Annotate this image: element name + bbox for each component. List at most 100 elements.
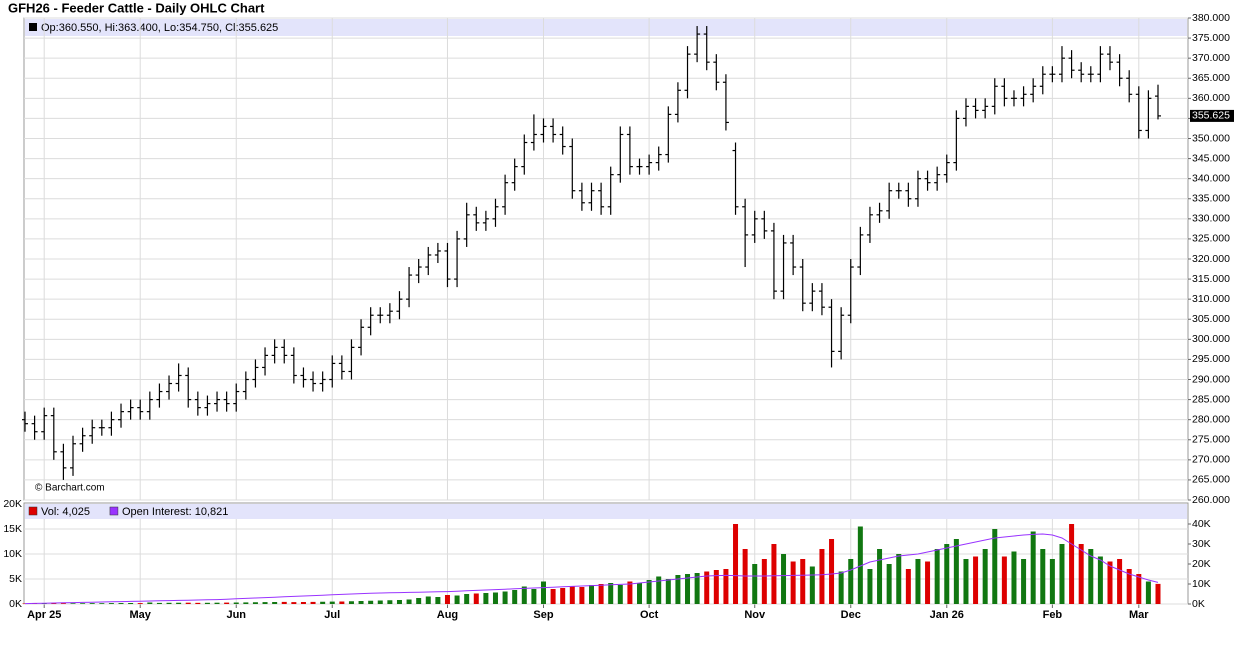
y-tick-label: 350.000 [1192, 132, 1230, 144]
marks [22, 26, 1234, 605]
volume-bar [262, 602, 268, 604]
y-tick-label: 270.000 [1192, 454, 1230, 466]
volume-bar [406, 599, 412, 604]
last-price-box [1190, 109, 1234, 122]
volume-bar [80, 603, 86, 604]
volume-bar [540, 581, 546, 604]
y-tick-label: 10K [3, 548, 22, 560]
volume-bar [723, 569, 729, 604]
x-tick-label: Feb [1043, 609, 1063, 621]
volume-bar [243, 602, 249, 604]
volume-bar [454, 595, 460, 604]
y-tick-label: 310.000 [1192, 293, 1230, 305]
y-tick-label: 360.000 [1192, 92, 1230, 104]
volume-bar [339, 601, 345, 604]
volume-bar [1049, 559, 1055, 604]
volume-bar [368, 600, 374, 604]
volume-bar [425, 596, 431, 604]
volume-bar [195, 602, 201, 604]
labels: 260.000 265.000 270.000 275.000 280.000 285.0… [3, 12, 1230, 621]
volume-bar [579, 587, 585, 604]
volume-bar [1145, 581, 1151, 604]
x-tick-label: Dec [841, 609, 861, 621]
volume-bar [857, 526, 863, 604]
volume-bar [646, 580, 652, 604]
price-header: Op:360.550, Hi:363.400, Lo:354.750, Cl:3… [41, 22, 278, 34]
volume-bar [156, 602, 162, 604]
volume-bar [329, 601, 335, 604]
volume-bar [531, 589, 537, 604]
volume-bar [214, 602, 220, 604]
volume-bar [781, 554, 787, 604]
y-tick-label: 330.000 [1192, 213, 1230, 225]
x-tick-label: Oct [640, 609, 659, 621]
x-tick-label: Aug [437, 609, 458, 621]
volume-bar [1117, 559, 1123, 604]
volume-bar [473, 593, 479, 604]
volume-bar [99, 603, 105, 604]
volume-bar [320, 601, 326, 604]
volume-bar [1088, 549, 1094, 604]
volume-bar [22, 603, 28, 604]
volume-bar [1011, 551, 1017, 604]
volume-bar [464, 594, 470, 604]
y2-tick-label: 20K [1192, 558, 1211, 570]
volume-bar [713, 570, 719, 604]
volume-bar [118, 603, 124, 604]
volume-bar [492, 592, 498, 604]
volume-bar [934, 549, 940, 604]
volume-bar [89, 603, 95, 604]
y-tick-label: 345.000 [1192, 152, 1230, 164]
legend-swatch [109, 506, 119, 516]
y-tick-label: 335.000 [1192, 193, 1230, 205]
volume-bar [512, 590, 518, 604]
open-interest-line [24, 533, 1159, 605]
volume-bar [166, 602, 172, 604]
y-tick-label: 375.000 [1192, 32, 1230, 44]
volume-bar [377, 600, 383, 604]
volume-bar [550, 589, 556, 604]
volume-bar [502, 591, 508, 604]
volume-bar [272, 602, 278, 604]
volume-bar [1059, 544, 1065, 604]
volume-bar [137, 603, 143, 604]
y2-tick-label: 10K [1192, 578, 1211, 590]
price-header-band [25, 19, 1187, 36]
volume-bar [1136, 574, 1142, 604]
x-tick-label: Sep [533, 609, 553, 621]
volume-header-band [25, 504, 1187, 519]
volume-bar [829, 539, 835, 604]
volume-bar [281, 601, 287, 604]
watermark: © Barchart.com [35, 483, 105, 494]
volume-bar [435, 597, 441, 604]
volume-bar [204, 602, 210, 604]
volume-bar [963, 559, 969, 604]
volume-bar [108, 603, 114, 604]
volume-bar [694, 573, 700, 604]
volume-bar [300, 602, 306, 604]
volume-bar [915, 559, 921, 604]
volume-bar [665, 579, 671, 604]
volume-bar [1030, 531, 1036, 604]
volume-bar [358, 601, 364, 604]
volume-bar [733, 524, 739, 604]
x-tick-label: Jan 26 [930, 609, 964, 621]
volume-bar [185, 602, 191, 604]
volume-bar [896, 554, 902, 604]
volume-bar [1078, 544, 1084, 604]
volume-bar [1155, 583, 1161, 604]
volume-bar [656, 576, 662, 604]
volume-bar [819, 549, 825, 604]
volume-bar [589, 585, 594, 604]
y-tick-label: 295.000 [1192, 353, 1230, 365]
volume-bar [637, 583, 643, 604]
volume-bar [176, 602, 182, 604]
volume-bar [252, 602, 258, 604]
volume-bar [800, 559, 806, 604]
volume-bar [521, 586, 527, 604]
volume-bar [1001, 556, 1007, 604]
volume-bar [70, 603, 76, 604]
volume-bar [1126, 569, 1132, 604]
volume-bar [925, 561, 931, 604]
volume-bar [848, 559, 854, 604]
